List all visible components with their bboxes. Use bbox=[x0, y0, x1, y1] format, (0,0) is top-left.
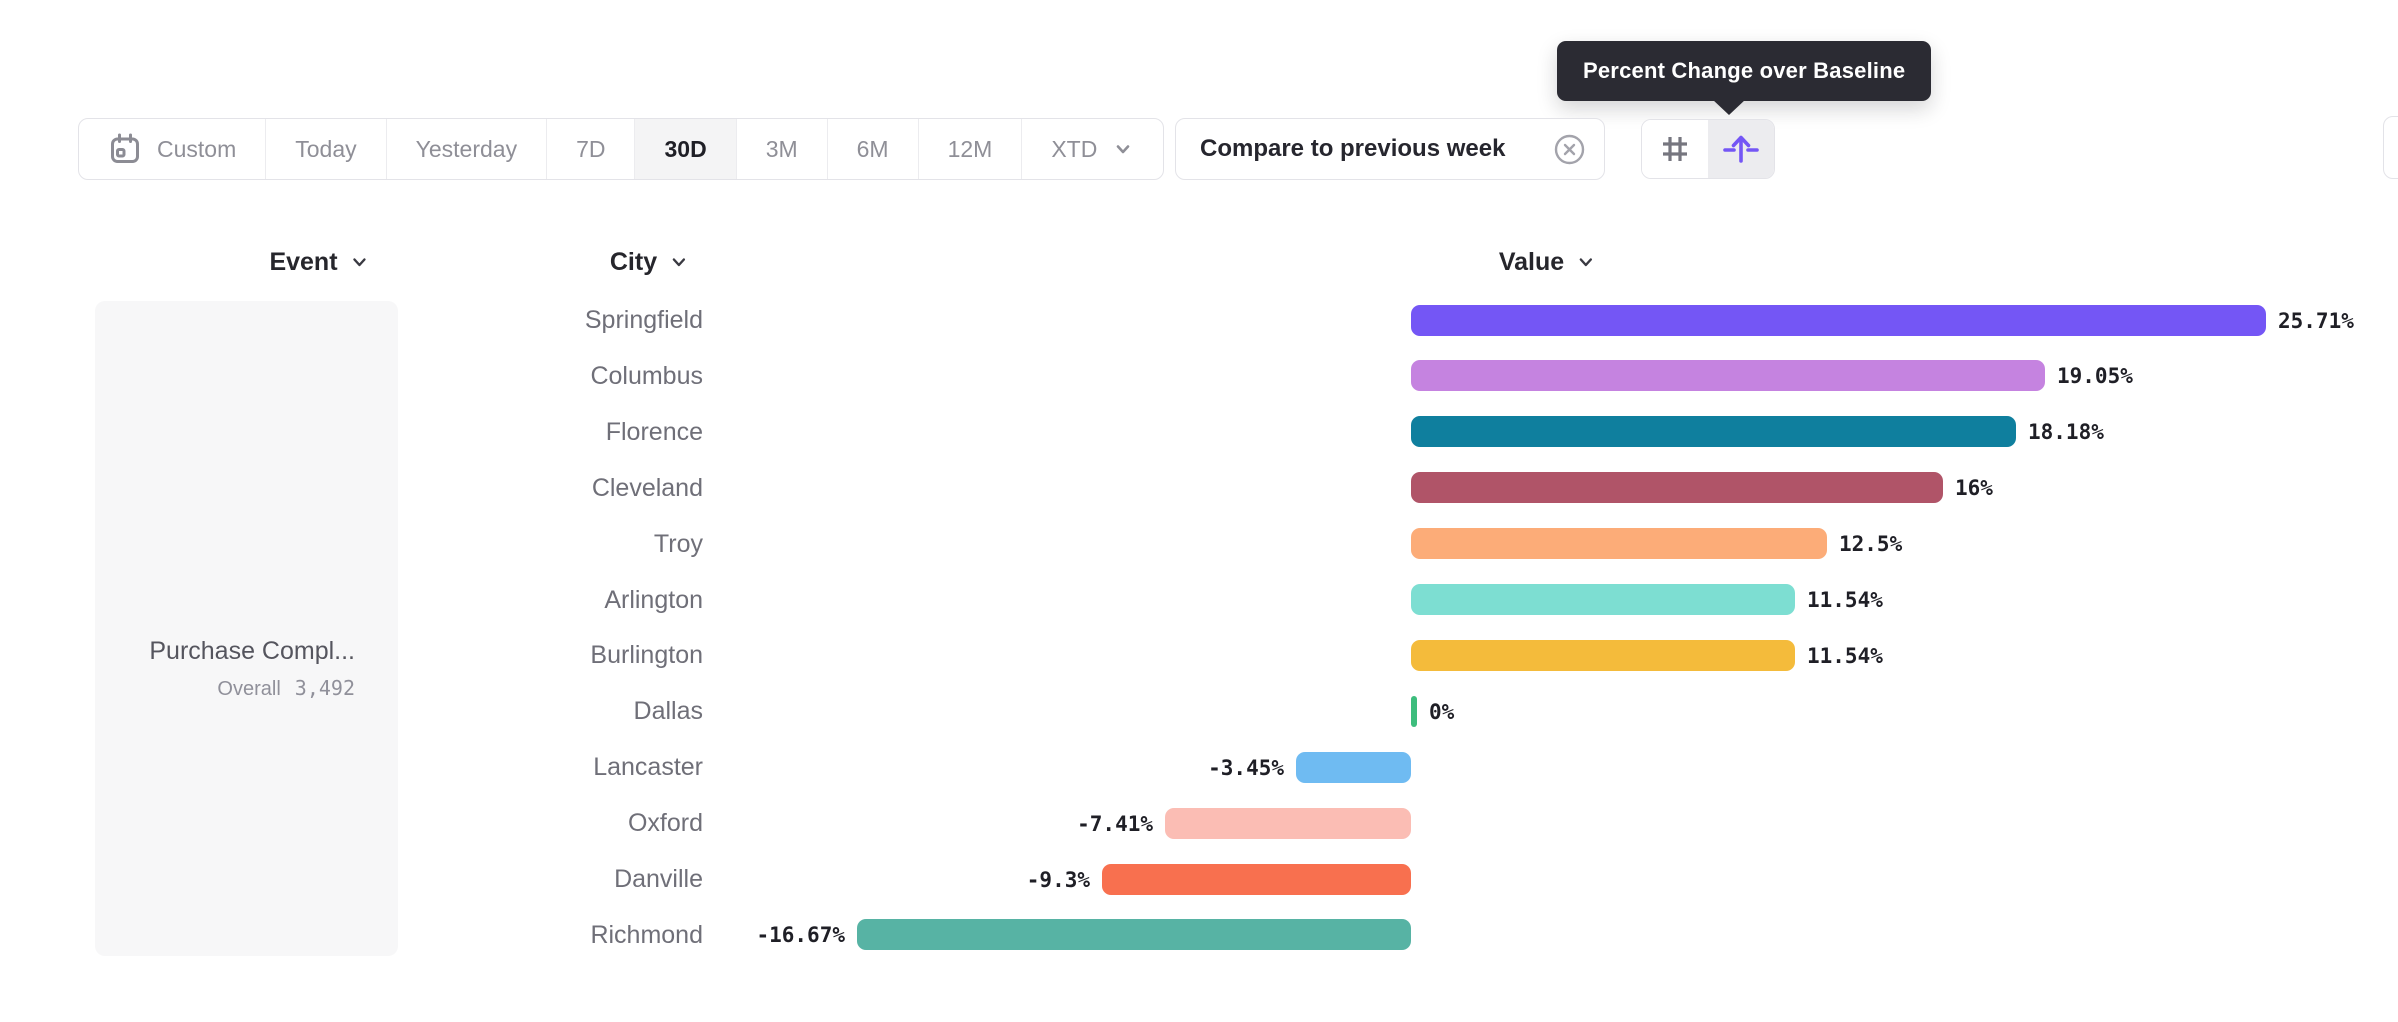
range-12m[interactable]: 12M bbox=[919, 119, 1023, 179]
bar-columbus[interactable] bbox=[1411, 360, 2045, 391]
bar-springfield[interactable] bbox=[1411, 305, 2266, 336]
chevron-down-icon bbox=[353, 258, 366, 267]
range-custom-label: Custom bbox=[157, 135, 237, 162]
date-range-toolbar: Custom Today Yesterday 7D 30D 3M 6M 12M … bbox=[78, 118, 1165, 180]
bar-troy[interactable] bbox=[1411, 528, 1827, 559]
bar-lancaster[interactable] bbox=[1296, 752, 1411, 783]
city-label-troy: Troy bbox=[653, 530, 703, 558]
value-label-richmond: -16.67% bbox=[756, 923, 845, 947]
chevron-down-icon bbox=[672, 258, 686, 267]
compare-chip-label: Compare to previous week bbox=[1200, 135, 1506, 162]
column-header-value[interactable]: Value bbox=[1499, 246, 1597, 278]
bar-cleveland[interactable] bbox=[1411, 472, 1943, 503]
value-label-dallas: 0% bbox=[1429, 700, 1455, 724]
tooltip-text: Percent Change over Baseline bbox=[1583, 58, 1906, 83]
toggle-percent-change-baseline[interactable] bbox=[1708, 120, 1774, 178]
value-label-lancaster: -3.45% bbox=[1208, 756, 1284, 780]
event-overall-label: Overall bbox=[217, 678, 281, 700]
range-today[interactable]: Today bbox=[266, 119, 387, 179]
chevron-down-icon bbox=[1117, 145, 1130, 154]
bar-florence[interactable] bbox=[1411, 416, 2016, 447]
city-label-springfield: Springfield bbox=[584, 306, 703, 334]
city-label-arlington: Arlington bbox=[604, 586, 703, 614]
city-label-oxford: Oxford bbox=[627, 809, 703, 837]
value-label-columbus: 19.05% bbox=[2057, 364, 2133, 388]
column-header-event[interactable]: Event bbox=[269, 246, 370, 278]
value-label-oxford: -7.41% bbox=[1077, 812, 1153, 836]
value-label-cleveland: 16% bbox=[1955, 476, 1993, 500]
value-label-florence: 18.18% bbox=[2028, 420, 2104, 444]
tooltip-caret bbox=[1712, 99, 1746, 115]
range-custom[interactable]: Custom bbox=[79, 119, 267, 179]
column-header-city[interactable]: City bbox=[610, 246, 690, 278]
city-label-richmond: Richmond bbox=[590, 921, 703, 949]
event-overall: Overall 3,492 bbox=[217, 676, 355, 701]
range-7d[interactable]: 7D bbox=[547, 119, 636, 179]
value-label-troy: 12.5% bbox=[1839, 532, 1903, 556]
bar-danville[interactable] bbox=[1102, 864, 1411, 895]
city-label-danville: Danville bbox=[614, 865, 703, 893]
bar-arlington[interactable] bbox=[1411, 584, 1795, 615]
range-6m[interactable]: 6M bbox=[828, 119, 919, 179]
event-title[interactable]: Purchase Compl... bbox=[149, 637, 355, 665]
range-xtd[interactable]: XTD bbox=[1022, 119, 1163, 179]
city-label-dallas: Dallas bbox=[633, 697, 703, 725]
value-display-toggle bbox=[1641, 119, 1775, 179]
value-label-arlington: 11.54% bbox=[1807, 588, 1883, 612]
tooltip: Percent Change over Baseline bbox=[1557, 41, 1932, 101]
clipped-edge-button[interactable] bbox=[2383, 116, 2398, 179]
value-label-springfield: 25.71% bbox=[2278, 309, 2354, 333]
event-overall-value: 3,492 bbox=[294, 676, 355, 700]
close-circle-icon[interactable] bbox=[1553, 133, 1586, 166]
toggle-absolute-numbers[interactable] bbox=[1642, 120, 1708, 178]
value-label-burlington: 11.54% bbox=[1807, 644, 1883, 668]
baseline-arrow-icon bbox=[1723, 135, 1759, 163]
compare-chip[interactable]: Compare to previous week bbox=[1175, 118, 1605, 180]
bar-dallas[interactable] bbox=[1411, 696, 1417, 727]
city-label-burlington: Burlington bbox=[590, 641, 703, 669]
event-panel: Purchase Compl... Overall 3,492 bbox=[95, 301, 398, 956]
value-label-danville: -9.3% bbox=[1026, 868, 1090, 892]
city-label-columbus: Columbus bbox=[590, 362, 703, 390]
calendar-icon bbox=[111, 133, 139, 163]
chevron-down-icon bbox=[1579, 258, 1593, 267]
bar-oxford[interactable] bbox=[1165, 808, 1411, 839]
city-label-lancaster: Lancaster bbox=[593, 753, 703, 781]
city-label-florence: Florence bbox=[605, 418, 703, 446]
range-30d[interactable]: 30D bbox=[635, 119, 737, 179]
city-label-cleveland: Cleveland bbox=[591, 474, 703, 502]
grid-hash-icon bbox=[1663, 137, 1687, 161]
bar-richmond[interactable] bbox=[857, 919, 1411, 950]
range-3m[interactable]: 3M bbox=[737, 119, 828, 179]
bar-burlington[interactable] bbox=[1411, 640, 1795, 671]
range-yesterday[interactable]: Yesterday bbox=[387, 119, 548, 179]
